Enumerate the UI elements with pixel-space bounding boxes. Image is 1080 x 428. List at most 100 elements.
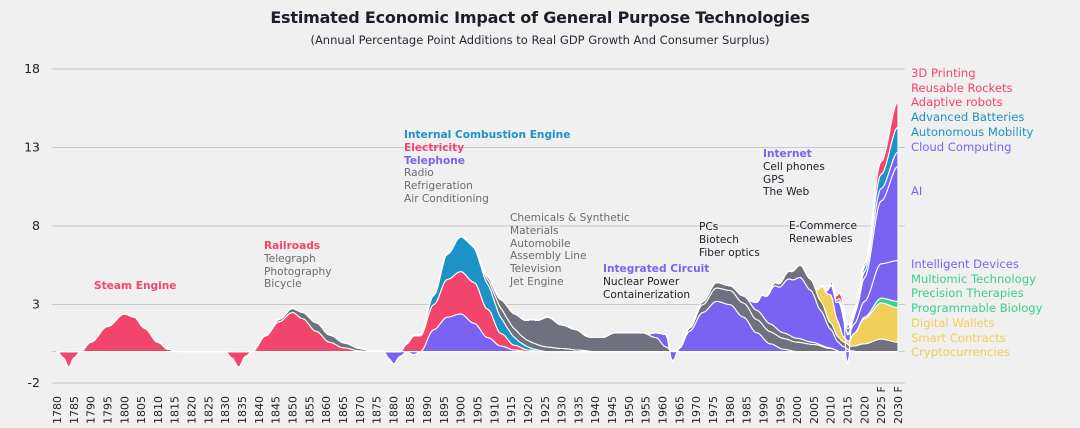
x-tick-label: 1895 xyxy=(438,396,451,424)
annotation-line: Refrigeration xyxy=(404,180,473,193)
x-tick-label: 1890 xyxy=(421,396,434,424)
annotation-line: PCs xyxy=(699,221,719,233)
annotation-integrated-circuit: Integrated Circuit Nuclear Power Container… xyxy=(603,263,709,301)
annotation-line: Steam Engine xyxy=(94,280,177,292)
y-tick-label: 18 xyxy=(24,61,40,76)
x-tick-label: 1945 xyxy=(606,396,619,424)
x-axis: 1780 1785 1790 1795 1800 1805 1810 1815 1820 1825… xyxy=(51,386,905,424)
x-tick-label: 1930 xyxy=(556,396,569,424)
x-tick-label: 1795 xyxy=(101,396,114,424)
x-tick-label: 1995 xyxy=(774,396,787,424)
annotation-line: Fiber optics xyxy=(699,246,760,259)
legend-entry: Intelligent Devices xyxy=(911,257,1019,271)
legend-entry: Cloud Computing xyxy=(911,139,1012,154)
legend-ai: AI xyxy=(911,184,922,199)
y-axis: 18 13 8 3 -2 xyxy=(24,61,40,390)
annotation-line: Television xyxy=(510,263,562,276)
annotation-line: Assembly Line xyxy=(510,250,587,263)
x-tick-label: 1925 xyxy=(539,396,552,424)
x-tick-label: 1940 xyxy=(589,396,602,424)
x-tick-label: 1820 xyxy=(186,396,199,424)
annotation-line: Telegraph xyxy=(264,252,316,265)
x-tick-label: 1815 xyxy=(169,396,182,424)
annotation-line: Photography xyxy=(264,265,332,278)
annotation-railroads: Railroads Telegraph Photography Bicycle xyxy=(264,240,332,291)
x-tick-label: 1835 xyxy=(236,396,249,424)
x-tick-label: 1985 xyxy=(741,396,754,424)
annotation-line: Containerization xyxy=(603,288,691,301)
annotation-line: Air Conditioning xyxy=(404,192,489,205)
x-tick-label: 1790 xyxy=(85,396,98,424)
area-adaptive-robots-reusable-rockets-3d-printing xyxy=(56,101,899,353)
legend-entry: Smart Contracts xyxy=(911,330,1006,345)
annotation-line: Materials xyxy=(510,224,559,237)
annotation-line: Railroads xyxy=(264,240,321,252)
x-tick-label: 1785 xyxy=(68,396,81,424)
y-tick-label: 3 xyxy=(32,297,40,312)
legend-entry: Digital Wallets xyxy=(911,315,995,330)
annotation-line: The Web xyxy=(763,186,810,199)
legend-entry: Reusable Rockets xyxy=(911,80,1013,95)
x-tick-label: 1905 xyxy=(472,396,485,424)
annotation-line: Jet Engine xyxy=(510,275,564,288)
annotation-line: Renewables xyxy=(789,232,853,245)
x-tick-label: 1980 xyxy=(724,396,737,424)
x-tick-label: 1885 xyxy=(404,396,417,424)
x-tick-label: 1850 xyxy=(286,396,299,424)
x-tick-label: 1860 xyxy=(320,396,333,424)
annotation-internal-combustion: Internal Combustion Engine Electricity Tel… xyxy=(404,129,570,206)
x-tick-label: 1810 xyxy=(152,396,165,424)
legend-entry: 3D Printing xyxy=(911,66,976,80)
x-tick-label: 1990 xyxy=(757,396,770,424)
annotation-line: Nuclear Power xyxy=(603,275,680,288)
x-tick-label: 1865 xyxy=(337,396,350,424)
x-tick-label: 1965 xyxy=(673,396,686,424)
x-tick-label: 1900 xyxy=(455,396,468,424)
x-tick-label: 1830 xyxy=(219,396,232,424)
annotation-line: Internal Combustion Engine xyxy=(404,129,571,141)
x-tick-label: 2005 xyxy=(808,396,821,424)
x-tick-label: 2025 F xyxy=(875,386,888,424)
annotation-line: Chemicals & Synthetic xyxy=(510,212,630,224)
chart-title: Estimated Economic Impact of General Pur… xyxy=(270,8,810,27)
x-tick-label: 2010 xyxy=(825,396,838,424)
x-tick-label: 1960 xyxy=(657,396,670,424)
legend-entry: Multiomic Technology xyxy=(911,271,1036,286)
x-tick-label: 1920 xyxy=(522,396,535,424)
legend-entry: Autonomous Mobility xyxy=(911,124,1034,139)
x-tick-label: 1970 xyxy=(690,396,703,424)
annotation-line: E-Commerce xyxy=(789,220,858,232)
y-tick-label: -2 xyxy=(28,375,40,390)
x-tick-label: 1935 xyxy=(572,396,585,424)
annotation-line: Bicycle xyxy=(264,278,302,291)
x-tick-label: 1910 xyxy=(488,396,501,424)
legend-bottom-group: Intelligent Devices Multiomic Technology P… xyxy=(911,257,1043,360)
annotation-line: Internet xyxy=(763,148,812,160)
legend-top-group: 3D Printing Reusable Rockets Adaptive robo… xyxy=(911,66,1033,154)
x-tick-label: 2000 xyxy=(791,396,804,424)
y-tick-label: 13 xyxy=(24,140,40,155)
x-tick-label: 2030 F xyxy=(892,386,905,424)
legend-entry: Adaptive robots xyxy=(911,95,1003,110)
annotation-line: Biotech xyxy=(699,233,739,246)
annotation-line: Cell phones xyxy=(763,160,825,173)
chart-subtitle: (Annual Percentage Point Additions to Re… xyxy=(310,33,770,47)
stacked-areas xyxy=(56,101,899,368)
x-tick-label: 1840 xyxy=(253,396,266,424)
annotation-line: Automobile xyxy=(510,237,571,250)
y-tick-label: 8 xyxy=(32,218,40,233)
annotation-ecommerce: E-Commerce Renewables xyxy=(789,220,857,246)
legend-entry: Precision Therapies xyxy=(911,286,1024,301)
annotation-chemicals: Chemicals & Synthetic Materials Automobile… xyxy=(510,212,630,289)
x-tick-label: 1880 xyxy=(387,396,400,424)
x-tick-label: 1975 xyxy=(707,396,720,424)
annotation-line: Radio xyxy=(404,167,434,180)
x-tick-label: 2015 xyxy=(842,396,855,424)
annotation-pcs: PCs Biotech Fiber optics xyxy=(699,221,760,259)
annotation-line: Integrated Circuit xyxy=(603,263,710,275)
annotation-line: GPS xyxy=(763,173,785,186)
annotation-line: Electricity xyxy=(404,141,465,154)
x-tick-label: 1870 xyxy=(354,396,367,424)
x-tick-label: 1825 xyxy=(202,396,215,424)
x-tick-label: 1845 xyxy=(270,396,283,424)
